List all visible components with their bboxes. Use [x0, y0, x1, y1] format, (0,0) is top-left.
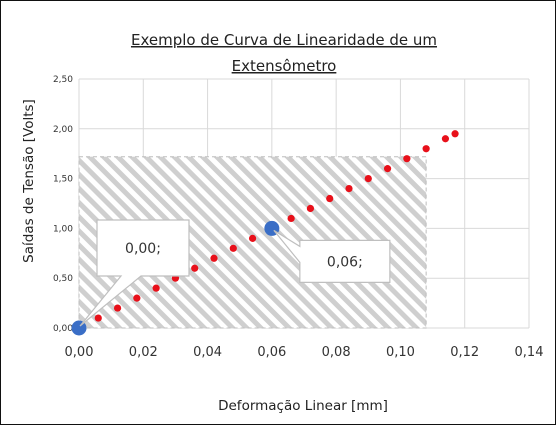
data-point — [441, 135, 450, 143]
data-point — [422, 145, 430, 153]
data-point — [152, 284, 160, 292]
data-point — [451, 130, 459, 138]
data-point — [306, 204, 315, 213]
callout-label: 0,06; — [327, 254, 363, 270]
x-tick-label: 0,14 — [515, 345, 544, 360]
data-point — [94, 314, 102, 322]
data-point — [345, 184, 353, 193]
y-tick-label: 2,50 — [53, 75, 73, 85]
x-axis-label: Deformação Linear [mm] — [218, 398, 388, 414]
x-tick-labels: 0,00 0,02 0,04 0,06 0,08 0,10 0,12 0,14 — [65, 345, 544, 360]
x-tick-label: 0,10 — [386, 345, 415, 360]
data-point — [364, 175, 372, 183]
data-point — [229, 244, 237, 252]
y-tick-label: 2,00 — [53, 125, 73, 135]
y-tick-labels: 0,00 0,50 1,00 1,50 2,00 2,50 — [53, 75, 73, 334]
chart-title-line-2: Extensômetro — [232, 57, 337, 75]
callout-label: 0,00; — [125, 241, 161, 257]
data-point — [287, 214, 295, 223]
x-tick-label: 0,04 — [193, 345, 222, 360]
y-axis-label: Saídas de Tensão [Volts] — [21, 99, 37, 263]
data-callouts: 0,00; 0,06; — [79, 219, 391, 327]
x-tick-label: 0,12 — [450, 345, 479, 360]
data-point — [326, 194, 334, 203]
y-tick-label: 0,00 — [53, 324, 73, 334]
x-tick-label: 0,06 — [257, 345, 286, 360]
x-tick-label: 0,00 — [65, 345, 94, 360]
data-point — [113, 304, 122, 312]
data-point — [191, 264, 199, 272]
data-point — [210, 254, 218, 262]
callout-box — [79, 219, 190, 327]
chart-title-line-1: Exemplo de Curva de Linearidade de um — [131, 31, 437, 49]
data-point — [383, 165, 392, 173]
y-tick-label: 0,50 — [53, 274, 73, 284]
callout-box — [273, 229, 391, 283]
x-tick-label: 0,02 — [129, 345, 158, 360]
data-point — [403, 155, 411, 163]
y-tick-label: 1,50 — [53, 175, 73, 185]
data-point — [133, 294, 141, 302]
x-tick-label: 0,08 — [322, 345, 351, 360]
y-tick-label: 1,00 — [53, 224, 73, 234]
data-point — [248, 234, 257, 242]
